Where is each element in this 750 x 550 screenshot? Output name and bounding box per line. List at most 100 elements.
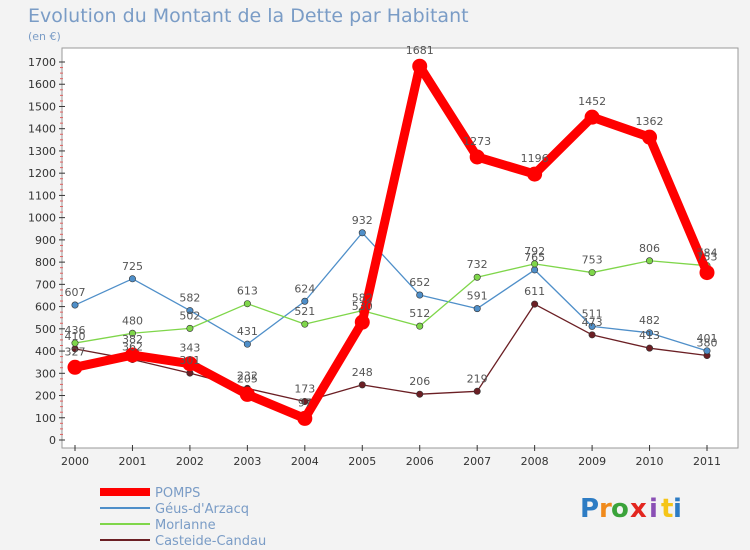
y-tick-label: 1200 xyxy=(28,167,56,180)
x-tick-label: 2007 xyxy=(463,455,491,468)
data-label: 502 xyxy=(179,309,200,322)
data-point xyxy=(243,340,251,348)
x-tick-label: 2002 xyxy=(176,455,204,468)
data-point xyxy=(473,305,481,313)
data-label: 380 xyxy=(697,337,718,350)
data-label: 530 xyxy=(352,300,373,313)
data-label: 932 xyxy=(352,214,373,227)
data-label: 205 xyxy=(237,372,258,385)
data-point xyxy=(358,229,366,237)
data-label: 248 xyxy=(352,366,373,379)
logo-letter: x xyxy=(630,494,648,524)
data-label: 401 xyxy=(697,332,718,345)
data-label: 624 xyxy=(294,282,315,295)
series-line-2 xyxy=(74,260,708,344)
data-point xyxy=(699,265,715,281)
y-tick-label: 1400 xyxy=(28,123,56,136)
series-group xyxy=(67,58,715,426)
plot-area xyxy=(61,47,739,449)
data-label: 652 xyxy=(409,276,430,289)
data-label: 582 xyxy=(179,292,200,305)
data-label: 327 xyxy=(65,345,86,358)
data-point xyxy=(703,347,711,355)
legend-label: POMPS xyxy=(155,486,200,501)
data-point xyxy=(239,386,255,402)
logo-letter: r xyxy=(599,494,613,524)
x-tick-label: 2008 xyxy=(521,455,549,468)
data-label: 206 xyxy=(409,375,430,388)
y-tick-label: 700 xyxy=(35,278,56,291)
y-tick-label: 100 xyxy=(35,412,56,425)
data-label: 765 xyxy=(524,251,545,264)
data-point xyxy=(531,266,539,274)
data-point xyxy=(301,297,309,305)
data-label: 232 xyxy=(237,369,258,382)
y-tick-label: 1600 xyxy=(28,78,56,91)
data-label: 413 xyxy=(639,329,660,342)
data-label: 97 xyxy=(298,396,312,409)
data-point xyxy=(71,339,79,347)
y-tick-label: 1700 xyxy=(28,56,56,69)
data-point xyxy=(416,291,424,299)
data-point xyxy=(128,275,136,283)
legend-label: Géus-d'Arzacq xyxy=(155,502,249,517)
x-tick-label: 2011 xyxy=(693,455,721,468)
data-point xyxy=(301,398,309,406)
logo-letter: P xyxy=(580,494,600,524)
data-point xyxy=(67,359,83,375)
x-tick-label: 2005 xyxy=(348,455,376,468)
y-tick-label: 500 xyxy=(35,323,56,336)
data-label: 436 xyxy=(65,324,86,337)
series-line-0 xyxy=(70,61,712,423)
y-tick-label: 400 xyxy=(35,345,56,358)
data-point xyxy=(416,390,424,398)
data-label: 219 xyxy=(467,372,488,385)
data-labels: 410 362 301 232 173 248 206 219 611 473 413 380 607 7… xyxy=(65,44,718,409)
data-label: 753 xyxy=(582,254,603,267)
data-point xyxy=(584,109,600,125)
data-point xyxy=(358,381,366,389)
data-label: 591 xyxy=(467,290,488,303)
data-point xyxy=(646,344,654,352)
data-point xyxy=(128,329,136,337)
data-label: 473 xyxy=(582,316,603,329)
data-point xyxy=(71,301,79,309)
data-point xyxy=(186,307,194,315)
data-point xyxy=(186,324,194,332)
data-point xyxy=(531,300,539,308)
data-point xyxy=(124,347,140,363)
legend-label: Casteide-Candau xyxy=(155,534,266,549)
logo-letter: t xyxy=(661,494,674,524)
data-point xyxy=(354,314,370,330)
data-label: 521 xyxy=(294,305,315,318)
data-point xyxy=(473,273,481,281)
data-point xyxy=(297,410,313,426)
chart-title: Evolution du Montant de la Dette par Hab… xyxy=(28,5,469,27)
data-point xyxy=(473,387,481,395)
data-point xyxy=(469,149,485,165)
data-point xyxy=(301,320,309,328)
data-label: 362 xyxy=(122,341,143,354)
axes: 0 100 200 300 400 500 600 700 800 900 1000 1100 1200… xyxy=(28,52,721,468)
data-point xyxy=(646,257,654,265)
data-label: 482 xyxy=(639,314,660,327)
data-point xyxy=(416,322,424,330)
data-label: 410 xyxy=(65,330,86,343)
y-tick-label: 800 xyxy=(35,256,56,269)
data-label: 806 xyxy=(639,242,660,255)
data-label: 301 xyxy=(179,354,200,367)
data-label: 1196 xyxy=(521,152,549,165)
x-tick-label: 2003 xyxy=(233,455,261,468)
data-point xyxy=(588,331,596,339)
data-point xyxy=(182,356,198,372)
data-label: 611 xyxy=(524,285,545,298)
data-label: 1273 xyxy=(463,135,491,148)
data-label: 792 xyxy=(524,245,545,258)
logo-letter: i xyxy=(673,494,683,524)
y-tick-label: 600 xyxy=(35,301,56,314)
x-tick-label: 2009 xyxy=(578,455,606,468)
data-label: 431 xyxy=(237,325,258,338)
data-label: 173 xyxy=(294,383,315,396)
